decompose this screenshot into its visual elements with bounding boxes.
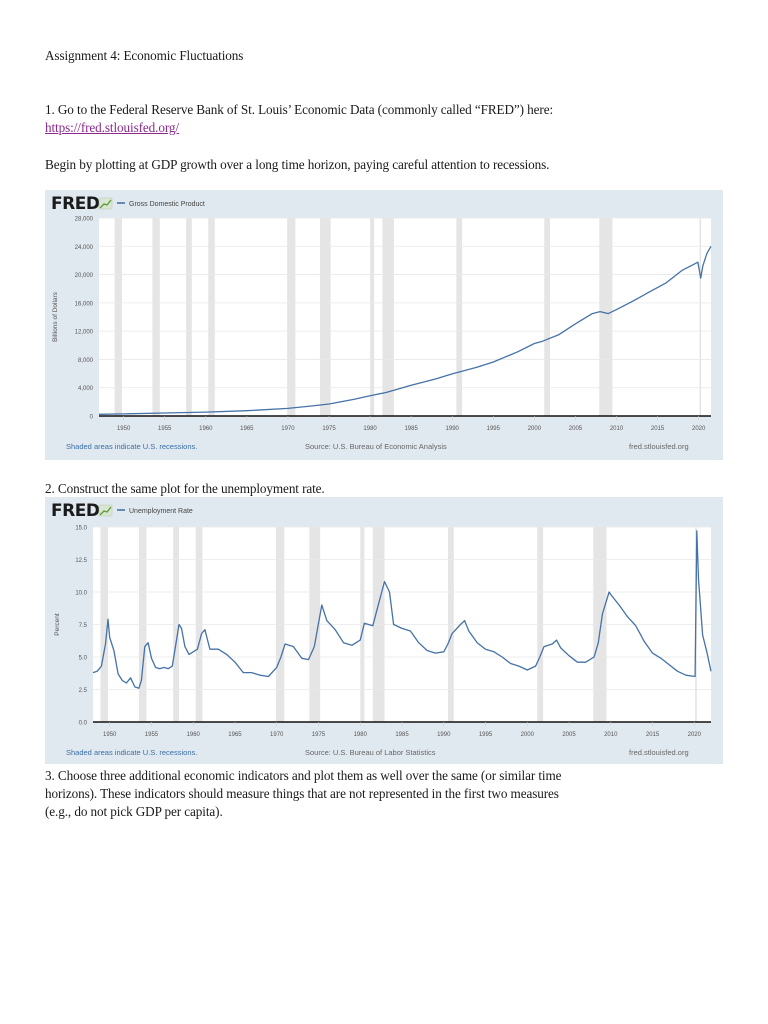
y-tick-label: 15.0	[75, 526, 87, 532]
fred-logo: FRED	[51, 501, 100, 521]
recession-note: Shaded areas indicate U.S. recessions.	[66, 748, 197, 757]
x-tick-label: 1980	[363, 426, 377, 432]
recession-band	[287, 218, 296, 416]
x-tick-label: 1975	[312, 732, 326, 738]
recession-band	[319, 218, 331, 416]
chart-graph-icon-line	[99, 199, 112, 209]
x-tick-label: 1950	[103, 732, 117, 738]
y-tick-label: 10.0	[75, 591, 87, 597]
x-tick-label: 2005	[562, 732, 576, 738]
recession-band	[544, 218, 550, 416]
x-tick-label: 1975	[322, 426, 336, 432]
recession-band	[186, 218, 192, 416]
chart-graph-icon	[98, 197, 113, 210]
x-tick-label: 2000	[521, 732, 535, 738]
x-tick-label: 2010	[610, 426, 624, 432]
x-tick-label: 1990	[446, 426, 460, 432]
x-tick-label: 1960	[187, 732, 201, 738]
x-tick-label: 1980	[354, 732, 368, 738]
x-tick-label: 2015	[651, 426, 665, 432]
x-tick-label: 2020	[692, 426, 706, 432]
x-tick-label: 1955	[158, 426, 172, 432]
unemployment-chart: FRED Unemployment Rate 0.0 2.5 5.0 7.5 10.0 12.…	[45, 497, 723, 764]
recession-band	[114, 218, 123, 416]
x-tick-label: 2010	[604, 732, 618, 738]
recession-band	[152, 218, 160, 416]
x-tick-label: 2015	[646, 732, 660, 738]
question-1-instruction: Begin by plotting at GDP growth over a l…	[45, 157, 550, 172]
question-3-line-3: (e.g., do not pick GDP per capita).	[45, 804, 223, 819]
series-line	[92, 530, 712, 689]
recession-band	[382, 218, 394, 416]
x-tick-label: 1985	[395, 732, 409, 738]
legend-label: Gross Domestic Product	[129, 201, 205, 208]
question-3-line-1: 3. Choose three additional economic indi…	[45, 768, 562, 783]
chart-graph-icon-bg	[98, 197, 113, 210]
recession-band	[456, 218, 463, 416]
recession-band	[370, 218, 375, 416]
y-axis-label: Billions of Dollars	[52, 291, 59, 342]
x-tick-label: 1995	[479, 732, 493, 738]
x-tick-label: 1955	[145, 732, 159, 738]
y-tick-label: 28,000	[75, 217, 94, 223]
question-3-line-2: horizons). These indicators should measu…	[45, 786, 559, 801]
x-tick-label: 1970	[281, 426, 295, 432]
fred-logo: FRED	[51, 194, 100, 214]
x-tick-label: 1960	[199, 426, 213, 432]
question-1-text: 1. Go to the Federal Reserve Bank of St.…	[45, 102, 554, 117]
site-label: fred.stlouisfed.org	[629, 748, 689, 757]
y-tick-label: 4,000	[78, 386, 94, 392]
y-tick-label: 12,000	[75, 330, 94, 336]
document-title: Assignment 4: Economic Fluctuations	[45, 48, 244, 63]
x-tick-label: 1965	[240, 426, 254, 432]
y-tick-label: 7.5	[79, 623, 88, 629]
chart-graph-icon-bg	[98, 504, 113, 517]
series-line	[98, 245, 712, 415]
gdp-chart: FRED Gross Domestic Product 0 4,000 8,000 12,…	[45, 190, 723, 460]
x-tick-label: 1970	[270, 732, 284, 738]
y-tick-label: 5.0	[79, 656, 88, 662]
gdp-chart-svg: FRED Gross Domestic Product 0 4,000 8,000 12,…	[51, 194, 712, 451]
y-tick-label: 2.5	[79, 688, 88, 694]
x-tick-label: 1950	[117, 426, 131, 432]
source-label: Source: U.S. Bureau of Economic Analysis	[305, 442, 447, 451]
chart-graph-icon	[98, 504, 113, 517]
source-label: Source: U.S. Bureau of Labor Statistics	[305, 748, 436, 757]
y-tick-label: 8,000	[78, 358, 94, 364]
chart-graph-icon-line	[99, 506, 112, 516]
site-label: fred.stlouisfed.org	[629, 442, 689, 451]
y-tick-label: 20,000	[75, 273, 94, 279]
recession-note: Shaded areas indicate U.S. recessions.	[66, 442, 197, 451]
x-tick-label: 2005	[569, 426, 583, 432]
legend-label: Unemployment Rate	[129, 508, 193, 515]
y-tick-label: 12.5	[75, 558, 87, 564]
y-tick-label: 24,000	[75, 245, 94, 251]
x-tick-label: 1990	[437, 732, 451, 738]
x-tick-label: 1965	[228, 732, 242, 738]
x-tick-label: 1995	[487, 426, 501, 432]
y-tick-label: 0	[90, 415, 94, 421]
recession-band	[699, 218, 702, 416]
x-tick-label: 2000	[528, 426, 542, 432]
recession-band	[599, 218, 613, 416]
recession-band	[208, 218, 215, 416]
y-axis-label: Percent	[54, 613, 61, 636]
fred-link[interactable]: https://fred.stlouisfed.org/	[45, 120, 179, 135]
y-tick-label: 0.0	[79, 721, 88, 727]
x-tick-label: 1985	[404, 426, 418, 432]
unemployment-chart-svg: FRED Unemployment Rate 0.0 2.5 5.0 7.5 10.0 12.…	[51, 501, 712, 757]
x-tick-label: 2020	[688, 732, 702, 738]
y-tick-label: 16,000	[75, 301, 94, 307]
question-2-text: 2. Construct the same plot for the unemp…	[45, 481, 325, 496]
